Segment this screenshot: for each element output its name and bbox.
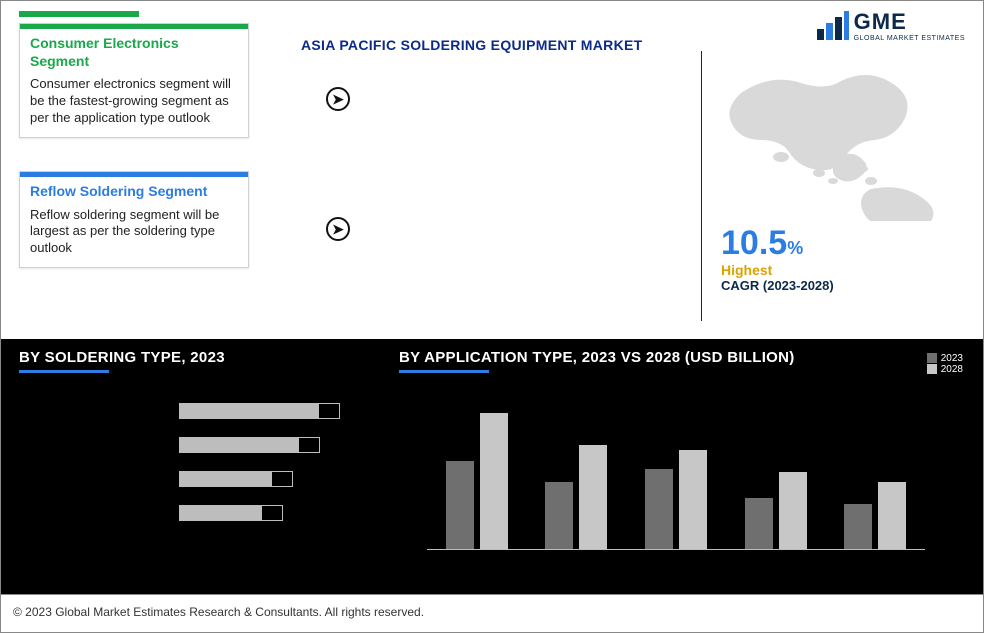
hbar-track — [179, 437, 349, 453]
bar-group — [446, 413, 508, 549]
bar-group — [545, 445, 607, 549]
hbar-track — [179, 505, 349, 521]
callout-body: Reflow soldering segment will be largest… — [20, 203, 248, 268]
bar-group — [745, 472, 807, 549]
callout-card-reflow-soldering: Reflow Soldering Segment Reflow solderin… — [19, 171, 249, 268]
hbar-fill — [179, 505, 261, 521]
application-type-chart: BY APPLICATION TYPE, 2023 VS 2028 (USD B… — [399, 349, 965, 584]
gme-logo: GME GLOBAL MARKET ESTIMATES — [816, 9, 965, 42]
chart-title: BY SOLDERING TYPE, 2023 — [19, 349, 379, 366]
gme-logo-icon — [816, 11, 850, 41]
bar-2028 — [878, 482, 906, 549]
bar-2023 — [446, 461, 474, 549]
hbar-fill — [179, 403, 318, 419]
bar-2028 — [579, 445, 607, 549]
asia-pacific-map-icon — [721, 71, 951, 221]
hbar-track — [179, 471, 349, 487]
chart-title-underline — [19, 370, 109, 373]
soldering-type-chart: BY SOLDERING TYPE, 2023 — [19, 349, 379, 584]
legend-label: 2023 — [941, 353, 963, 364]
infographic-title: ASIA PACIFIC SOLDERING EQUIPMENT MARKET — [301, 37, 643, 53]
bar-2023 — [844, 504, 872, 549]
callout-heading: Reflow Soldering Segment — [20, 177, 248, 203]
hbar-row — [19, 471, 379, 487]
hbar-cap — [298, 437, 320, 453]
cagr-label-bottom: CAGR (2023-2028) — [721, 278, 961, 293]
charts-panel: BY SOLDERING TYPE, 2023 BY APPLICATION T… — [1, 339, 983, 594]
cagr-region-block: 10.5% Highest CAGR (2023-2028) — [721, 71, 961, 293]
bar-group — [645, 450, 707, 549]
hbar-track — [179, 403, 349, 419]
copyright-footer: © 2023 Global Market Estimates Research … — [1, 594, 983, 632]
hbar-cap — [261, 505, 283, 521]
bar-group — [844, 482, 906, 549]
x-axis-line — [427, 549, 925, 550]
chart-title: BY APPLICATION TYPE, 2023 VS 2028 (USD B… — [399, 349, 965, 366]
cagr-label-top: Highest — [721, 262, 961, 278]
hbar-cap — [318, 403, 340, 419]
hbar-fill — [179, 437, 298, 453]
chart-legend: 2023 2028 — [927, 353, 963, 375]
hbar-cap — [271, 471, 293, 487]
bar-2028 — [480, 413, 508, 549]
bar-2023 — [745, 498, 773, 549]
legend-label: 2028 — [941, 364, 963, 375]
hbar-fill — [179, 471, 271, 487]
bullet-arrow-icon: ➤ — [326, 87, 350, 111]
bar-2023 — [545, 482, 573, 549]
bar-2023 — [645, 469, 673, 549]
chart-title-underline — [399, 370, 489, 373]
logo-subtitle: GLOBAL MARKET ESTIMATES — [854, 35, 965, 42]
bullet-arrow-icon: ➤ — [326, 217, 350, 241]
vertical-divider — [701, 51, 702, 321]
hbar-row — [19, 403, 379, 419]
cagr-value: 10.5 — [721, 224, 787, 262]
top-accent-bar — [19, 11, 139, 17]
cagr-unit: % — [787, 238, 803, 258]
bar-2028 — [779, 472, 807, 549]
hbar-row — [19, 437, 379, 453]
callout-heading: Consumer Electronics Segment — [20, 29, 248, 72]
bar-2028 — [679, 450, 707, 549]
hbar-row — [19, 505, 379, 521]
callout-card-consumer-electronics: Consumer Electronics Segment Consumer el… — [19, 23, 249, 138]
logo-text: GME — [854, 9, 965, 35]
callout-body: Consumer electronics segment will be the… — [20, 72, 248, 137]
